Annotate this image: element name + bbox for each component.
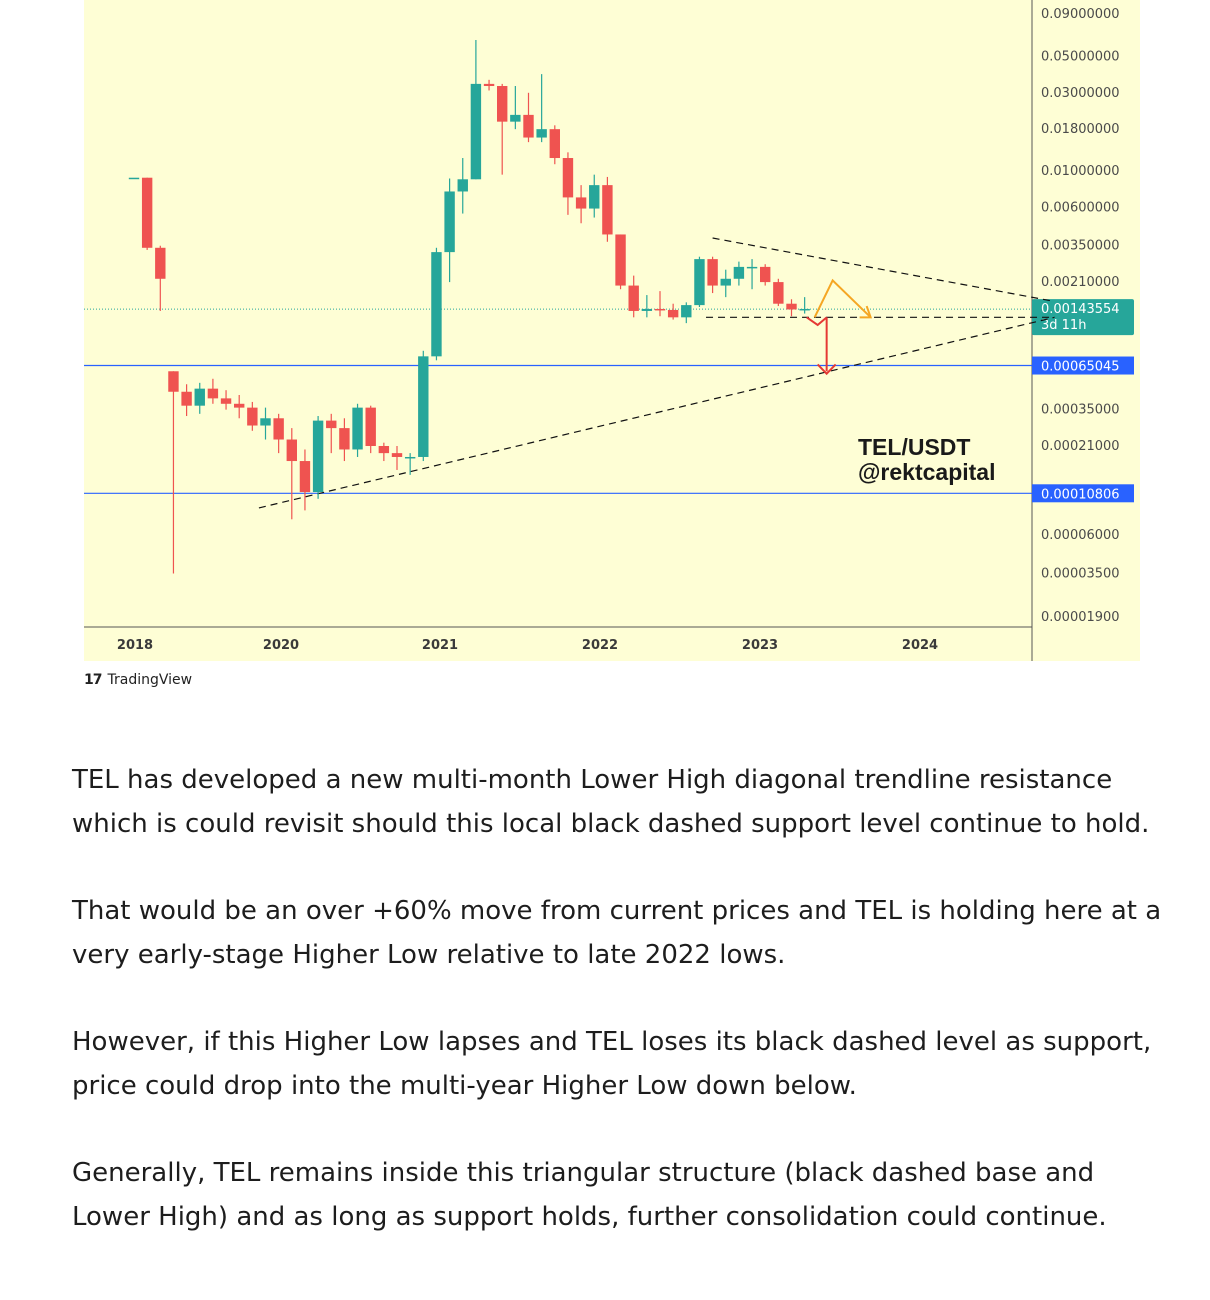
- candle-body: [155, 247, 166, 279]
- price-tick-label: 0.00600000: [1041, 200, 1120, 215]
- author-text: @rektcapital: [858, 459, 995, 485]
- candle-body: [497, 86, 508, 122]
- current-price-label: 0.00143554: [1041, 302, 1120, 317]
- candle-body: [378, 446, 390, 454]
- year-tick-label: 2024: [902, 638, 938, 653]
- candle-body: [404, 456, 416, 459]
- price-tick-label: 0.00003500: [1041, 567, 1120, 582]
- candle-body: [589, 185, 600, 209]
- candle-body: [562, 158, 574, 198]
- candle-body: [312, 420, 324, 493]
- paragraph-1: TEL has developed a new multi-month Lowe…: [72, 765, 1150, 839]
- candle-body: [746, 266, 758, 269]
- paragraph-2: That would be an over +60% move from cur…: [72, 896, 1162, 970]
- candle-body: [352, 407, 363, 450]
- candle-body: [181, 391, 192, 406]
- candle-body: [168, 371, 179, 392]
- year-tick-label: 2020: [263, 638, 299, 653]
- price-tick-label: 0.00035000: [1041, 403, 1120, 418]
- bearish-projection-zigzag: [806, 316, 828, 327]
- candle-body: [760, 266, 771, 283]
- candle-body: [457, 179, 468, 192]
- candle-body: [194, 388, 205, 406]
- candle-body: [391, 453, 403, 457]
- candle-body: [207, 388, 219, 399]
- tradingview-watermark[interactable]: 17 TradingView: [84, 672, 192, 688]
- candle-body: [365, 407, 376, 446]
- price-tick-label: 0.00021000: [1041, 439, 1120, 454]
- candle-body: [786, 303, 797, 310]
- support-level-badge: [1032, 356, 1134, 375]
- price-tick-label: 0.00006000: [1041, 528, 1120, 543]
- year-tick-label: 2018: [117, 638, 153, 653]
- bullish-projection-arrow: [813, 278, 872, 319]
- candle-body: [141, 177, 153, 248]
- candle-body: [431, 252, 442, 357]
- price-tick-label: 0.03000000: [1041, 86, 1120, 101]
- candle-body: [654, 308, 666, 311]
- candle-body: [694, 259, 705, 306]
- candle-body: [299, 461, 311, 493]
- candle-body: [523, 114, 534, 138]
- paragraph-3: However, if this Higher Low lapses and T…: [72, 1027, 1152, 1101]
- candle-body: [247, 407, 258, 426]
- tel-usdt-chart[interactable]: 0.09000000 0.05000000 0.03000000 0.01800000…: [84, 0, 1140, 661]
- current-price-badge: [1032, 299, 1134, 336]
- candle-body: [733, 266, 745, 279]
- bearish-arrow-head: [816, 363, 837, 376]
- candle-body: [641, 308, 653, 311]
- price-tick-label: 0.05000000: [1041, 49, 1120, 64]
- candle-body: [273, 418, 284, 440]
- year-tick-label: 2021: [422, 638, 458, 653]
- price-tick-label: 0.01800000: [1041, 122, 1120, 137]
- candle-body: [575, 197, 587, 209]
- price-tick-label: 0.00210000: [1041, 275, 1120, 290]
- support-level-label: 0.00010806: [1041, 487, 1120, 502]
- price-tick-label: 0.00350000: [1041, 239, 1120, 254]
- candle-body: [234, 403, 245, 408]
- candle-body: [602, 185, 613, 235]
- support-level-badge: [1032, 484, 1134, 503]
- paragraph-4: Generally, TEL remains inside this trian…: [72, 1158, 1107, 1232]
- candle-body: [326, 420, 337, 429]
- candle-body: [628, 285, 639, 311]
- candle-body: [339, 428, 350, 450]
- year-tick-label: 2023: [742, 638, 778, 653]
- bullish-arrow-head: [859, 305, 873, 319]
- chart-svg: 0.09000000 0.05000000 0.03000000 0.01800000…: [84, 0, 1134, 661]
- tradingview-logo-icon: 17: [84, 672, 103, 688]
- candle-body: [773, 282, 784, 304]
- candle-body: [667, 309, 679, 318]
- candle-body: [615, 234, 626, 286]
- candle-body: [681, 305, 692, 318]
- candle-body: [483, 83, 495, 87]
- candle-body: [510, 114, 521, 122]
- candle-body: [444, 191, 455, 253]
- candle-body: [220, 398, 232, 404]
- candle-body: [707, 259, 718, 286]
- price-tick-label: 0.01000000: [1041, 164, 1120, 179]
- price-tick-label: 0.00001900: [1041, 610, 1120, 625]
- year-tick-label: 2022: [582, 638, 618, 653]
- candle-body: [470, 83, 482, 180]
- support-level-label: 0.00065045: [1041, 360, 1120, 375]
- candle-body: [720, 278, 731, 286]
- candle-body: [536, 129, 547, 138]
- candle-body: [549, 129, 560, 159]
- tradingview-label: TradingView: [107, 672, 193, 688]
- higher-low-trendline: [258, 316, 1055, 509]
- lower-high-trendline: [712, 237, 1055, 303]
- candle-body: [418, 356, 429, 457]
- candle-body: [260, 418, 271, 426]
- symbol-text: TEL/USDT: [858, 434, 970, 460]
- candle-body: [286, 439, 297, 462]
- candle-body: [128, 177, 140, 180]
- price-tick-label: 0.09000000: [1041, 7, 1120, 22]
- countdown-label: 3d 11h: [1041, 318, 1086, 333]
- article-body: TEL has developed a new multi-month Lowe…: [72, 758, 1162, 1282]
- candle-body: [799, 308, 810, 311]
